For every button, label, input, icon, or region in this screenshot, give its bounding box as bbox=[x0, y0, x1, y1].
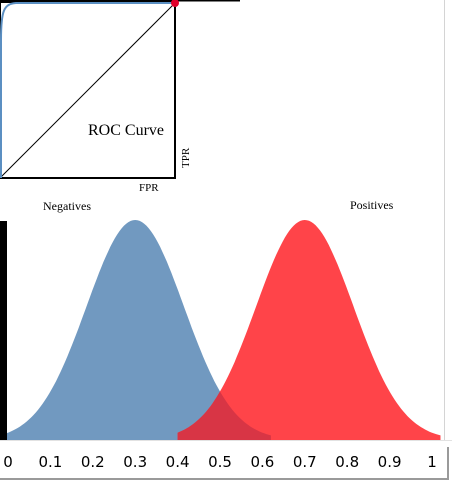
threshold-tick: 0.4 bbox=[165, 453, 190, 471]
threshold-tick: 0.3 bbox=[123, 453, 148, 471]
roc-y-label: TPR bbox=[180, 147, 192, 168]
threshold-tick: 0.8 bbox=[335, 453, 360, 471]
negatives-label: Negatives bbox=[43, 199, 91, 213]
threshold-tick: 0.7 bbox=[292, 453, 317, 471]
threshold-tick: 0.1 bbox=[38, 453, 63, 471]
threshold-tick: 0.6 bbox=[250, 453, 275, 471]
positives-distribution bbox=[177, 220, 441, 440]
threshold-axis[interactable]: 0 0.1 0.2 0.3 0.4 0.5 0.6 0.7 0.8 0.9 1 bbox=[0, 440, 452, 482]
threshold-tick: 0.2 bbox=[80, 453, 105, 471]
threshold-tick: 0.5 bbox=[208, 453, 232, 471]
roc-diagonal bbox=[0, 2, 176, 179]
roc-x-label: FPR bbox=[139, 182, 159, 194]
roc-operating-point bbox=[171, 0, 179, 7]
threshold-tick: 1 bbox=[427, 453, 437, 471]
threshold-tick: 0 bbox=[3, 453, 13, 471]
threshold-handle[interactable] bbox=[0, 221, 7, 440]
negatives-distribution bbox=[0, 220, 271, 440]
visualization-panel: ROC Curve FPR TPR Negatives Positives bbox=[0, 0, 445, 440]
threshold-axis-frame bbox=[0, 447, 449, 480]
visualization-canvas: ROC Curve FPR TPR Negatives Positives bbox=[0, 0, 441, 440]
roc-curve bbox=[0, 2, 175, 178]
roc-plot: ROC Curve FPR TPR bbox=[0, 0, 240, 194]
roc-title: ROC Curve bbox=[88, 122, 164, 139]
positives-label: Positives bbox=[350, 198, 394, 212]
threshold-tick: 0.9 bbox=[377, 453, 402, 471]
